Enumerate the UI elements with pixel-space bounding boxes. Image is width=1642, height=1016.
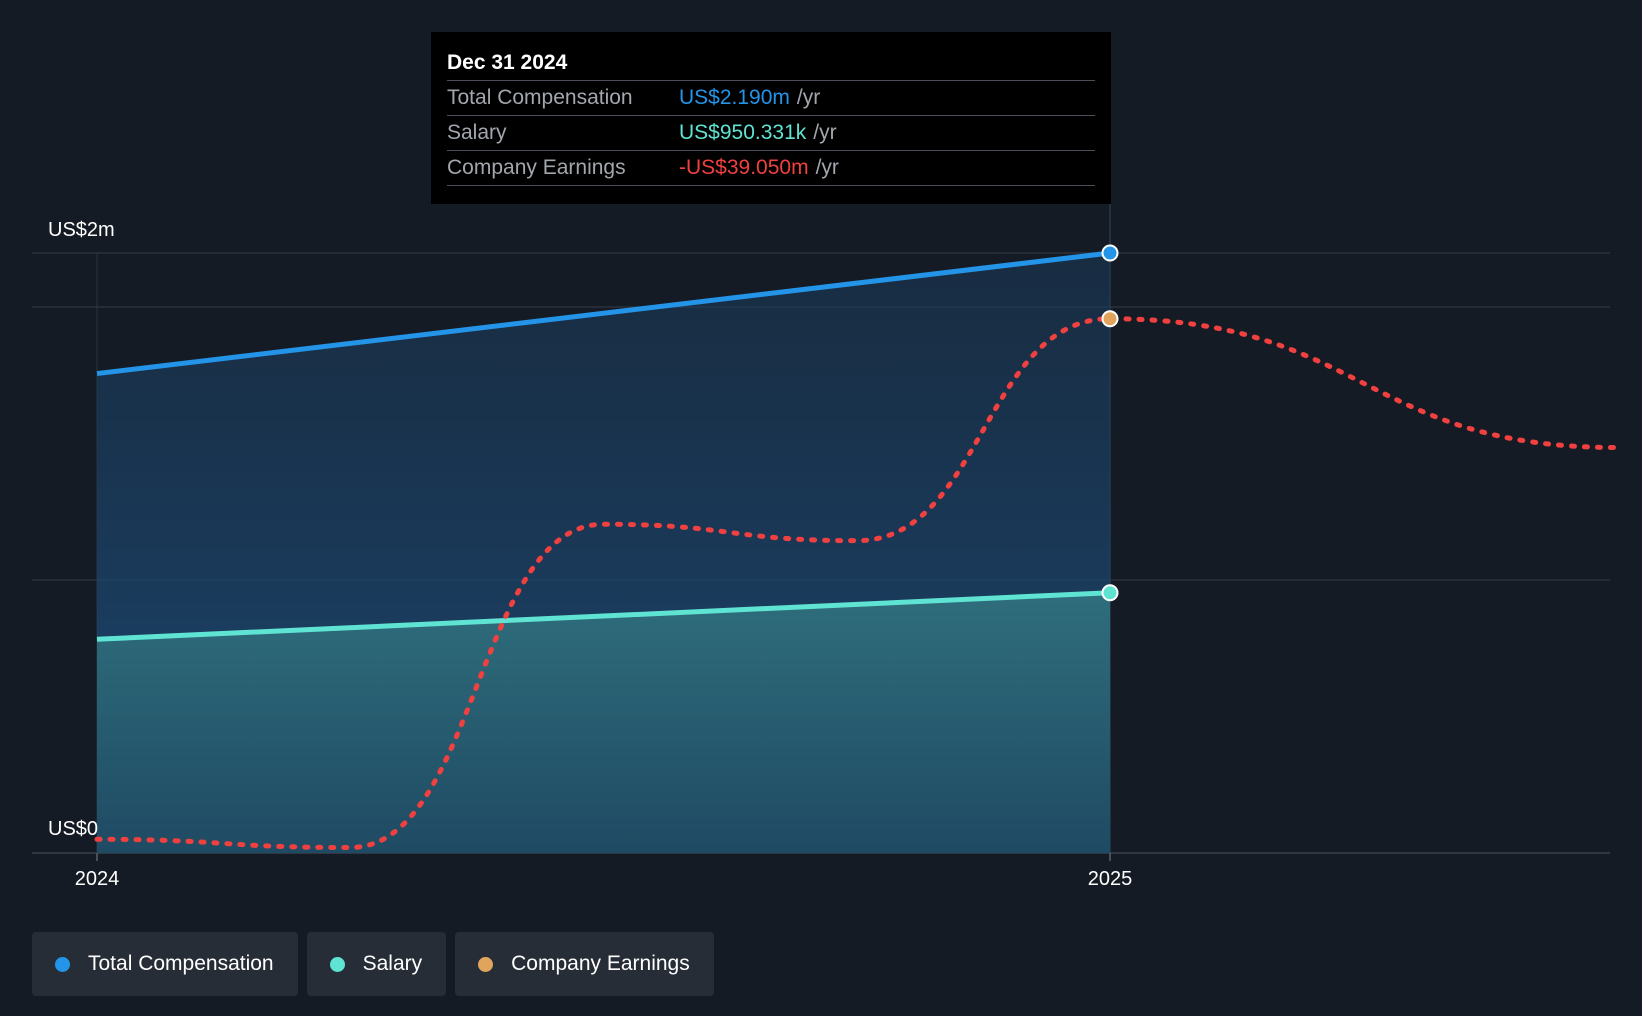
tooltip-unit: /yr	[796, 86, 821, 109]
legend-item-salary[interactable]: Salary	[306, 932, 447, 996]
salary-marker	[1101, 584, 1119, 602]
legend-label: Salary	[362, 952, 423, 975]
legend-dot-icon	[329, 956, 345, 972]
company-earnings-line	[94, 316, 1619, 851]
salary-line	[96, 590, 1111, 642]
tooltip-value: US$950.331k	[679, 121, 807, 144]
x-tick-label: 2024	[75, 868, 120, 890]
company-earnings-marker	[1101, 310, 1119, 328]
series-lines	[94, 250, 1619, 851]
y-tick-label: US$0	[48, 818, 98, 840]
tooltip-date: Dec 31 2024	[447, 46, 1095, 81]
tooltip-row-total-compensation: Total Compensation US$2.190m /yr	[447, 81, 1095, 116]
tooltip-unit: /yr	[813, 121, 837, 144]
tooltip-label: Total Compensation	[447, 86, 633, 109]
tooltip-label: Company Earnings	[447, 156, 626, 179]
legend-label: Total Compensation	[88, 952, 274, 975]
tooltip-value: -US$39.050m	[679, 156, 809, 179]
legend: Total Compensation Salary Company Earnin…	[32, 932, 714, 996]
tooltip-row-company-earnings: Company Earnings -US$39.050m /yr	[447, 151, 1095, 186]
legend-item-total-compensation[interactable]: Total Compensation	[32, 932, 298, 996]
legend-label: Company Earnings	[511, 952, 690, 975]
tooltip-value: US$2.190m	[679, 86, 790, 109]
total-compensation-marker	[1101, 244, 1119, 262]
legend-dot-icon	[478, 956, 494, 972]
x-tick-label: 2025	[1088, 868, 1133, 890]
legend-item-company-earnings[interactable]: Company Earnings	[455, 932, 714, 996]
tooltip-row-salary: Salary US$950.331k /yr	[447, 116, 1095, 151]
series-markers	[1101, 244, 1119, 602]
legend-dot-icon	[55, 956, 70, 972]
salary-area	[97, 592, 1110, 853]
total-compensation-line	[96, 250, 1111, 377]
area-fills	[97, 253, 1110, 853]
tooltip-unit: /yr	[815, 156, 839, 179]
axis-labels: US$0 US$2m 2024 2025	[48, 219, 1132, 890]
tooltip: Dec 31 2024 Total Compensation US$2.190m…	[431, 32, 1111, 204]
y-tick-label: US$2m	[48, 219, 115, 241]
tooltip-label: Salary	[447, 121, 507, 144]
